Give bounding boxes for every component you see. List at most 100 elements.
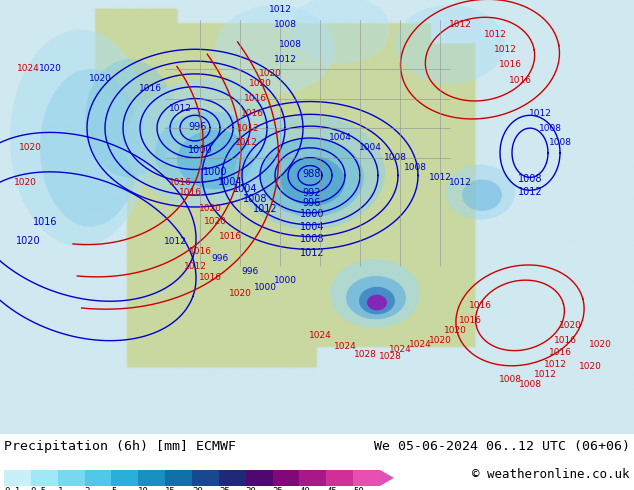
Text: 1000: 1000 [188,145,212,155]
Text: 1012: 1012 [543,360,566,369]
Ellipse shape [235,115,385,230]
Text: 1028: 1028 [354,350,377,359]
Text: 1012: 1012 [429,173,451,182]
Text: 1004: 1004 [359,144,382,152]
Bar [219,470,246,486]
Bar [31,470,58,486]
Text: 1020: 1020 [588,341,611,349]
Text: 15: 15 [165,487,176,490]
Bar [327,470,353,486]
Text: 1012: 1012 [300,248,325,258]
Text: 35: 35 [273,487,283,490]
Text: 1012: 1012 [273,54,297,64]
Text: 996: 996 [242,267,259,275]
Text: 1000: 1000 [203,168,227,177]
Text: 1016: 1016 [508,76,531,85]
Text: 1016: 1016 [469,301,491,310]
Text: 1016: 1016 [548,348,571,357]
Ellipse shape [10,29,150,246]
Ellipse shape [281,157,345,206]
Text: 1008: 1008 [518,174,542,184]
Text: 1000: 1000 [300,209,324,219]
Text: 1020: 1020 [579,362,602,371]
Text: 1020: 1020 [198,204,221,214]
Text: 20: 20 [192,487,203,490]
Text: 1008: 1008 [278,40,302,49]
Text: We 05-06-2024 06..12 UTC (06+06): We 05-06-2024 06..12 UTC (06+06) [374,440,630,453]
Text: 1012: 1012 [529,109,552,118]
Text: 1004: 1004 [328,133,351,143]
Text: 1020: 1020 [13,178,36,187]
Text: 1008: 1008 [498,375,522,384]
Text: 1020: 1020 [89,74,112,83]
Text: 1012: 1012 [534,370,557,379]
Text: 1020: 1020 [18,144,41,152]
Polygon shape [0,0,70,54]
Ellipse shape [125,79,285,207]
Text: 1000: 1000 [254,283,276,293]
Ellipse shape [346,276,406,319]
Text: 1020: 1020 [444,326,467,335]
Text: 1012: 1012 [184,262,207,270]
Text: 1008: 1008 [273,20,297,29]
Polygon shape [380,470,394,486]
Text: 1016: 1016 [240,109,264,118]
Text: 1016: 1016 [553,336,576,344]
Text: 1024: 1024 [389,345,411,354]
Ellipse shape [290,0,390,64]
Ellipse shape [445,165,515,220]
Polygon shape [137,0,310,325]
Text: 1020: 1020 [429,336,451,344]
Text: 1028: 1028 [378,352,401,361]
Text: 1008: 1008 [243,194,268,204]
Text: 1020: 1020 [204,217,226,226]
Text: 1016: 1016 [498,60,522,69]
Ellipse shape [330,259,420,328]
Text: 1016: 1016 [458,316,481,325]
Bar [165,470,192,486]
Bar [353,470,380,486]
Text: 1004: 1004 [300,221,324,232]
Text: 996: 996 [211,254,229,263]
Text: 996: 996 [189,122,207,132]
Text: 1016: 1016 [33,217,57,227]
Ellipse shape [40,69,140,227]
Text: 1012: 1012 [164,237,186,246]
Text: 1008: 1008 [548,138,571,147]
Text: 1012: 1012 [493,45,517,54]
Text: 50: 50 [353,487,364,490]
Text: 5: 5 [112,487,117,490]
Ellipse shape [177,130,253,189]
Text: 1024: 1024 [409,341,431,349]
Text: 1020: 1020 [249,79,271,88]
Text: 30: 30 [246,487,257,490]
Text: 1020: 1020 [259,70,281,78]
Text: 1008: 1008 [519,380,541,389]
Text: 1012: 1012 [518,187,542,197]
Text: 996: 996 [303,198,321,208]
Text: 0.1: 0.1 [4,487,20,490]
Text: 1000: 1000 [273,276,297,285]
Text: 0.5: 0.5 [31,487,47,490]
Bar [138,470,165,486]
Bar [84,470,112,486]
Text: Precipitation (6h) [mm] ECMWF: Precipitation (6h) [mm] ECMWF [4,440,236,453]
Text: 1004: 1004 [217,177,242,187]
Text: 1012: 1012 [236,123,259,133]
Text: 1008: 1008 [384,153,406,162]
Text: 1024: 1024 [16,65,39,74]
Text: 1016: 1016 [198,273,221,282]
Ellipse shape [85,59,175,177]
Text: 992: 992 [303,188,321,198]
Text: 40: 40 [299,487,310,490]
Text: 1008: 1008 [538,123,562,133]
Text: 1016: 1016 [169,178,191,187]
Text: 45: 45 [327,487,337,490]
Text: 1012: 1012 [269,5,292,14]
Text: 1016: 1016 [243,94,266,103]
Ellipse shape [215,5,335,94]
Ellipse shape [359,287,395,315]
Bar [192,470,219,486]
Text: 1016: 1016 [179,188,202,196]
Text: 1020: 1020 [229,289,252,298]
